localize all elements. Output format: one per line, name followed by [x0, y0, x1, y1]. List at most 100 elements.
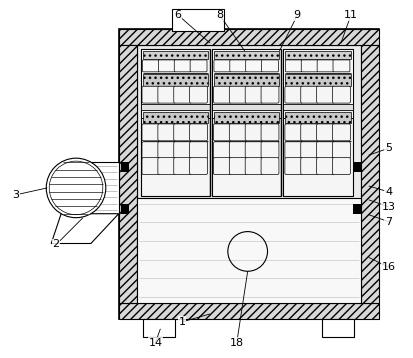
Text: 3: 3 [12, 190, 19, 200]
FancyBboxPatch shape [214, 60, 231, 72]
Bar [119, 303, 379, 319]
Bar [283, 49, 353, 118]
FancyBboxPatch shape [190, 142, 207, 159]
FancyBboxPatch shape [158, 158, 176, 175]
FancyBboxPatch shape [190, 60, 207, 72]
FancyBboxPatch shape [332, 124, 350, 141]
FancyBboxPatch shape [261, 60, 278, 72]
Text: 8: 8 [216, 10, 223, 20]
Text: 6: 6 [175, 10, 182, 20]
FancyBboxPatch shape [229, 158, 247, 175]
FancyBboxPatch shape [230, 60, 247, 72]
FancyBboxPatch shape [158, 124, 176, 141]
FancyBboxPatch shape [261, 124, 279, 141]
Text: 4: 4 [385, 187, 392, 197]
Text: 1: 1 [179, 317, 186, 327]
FancyBboxPatch shape [142, 60, 159, 72]
Bar [353, 204, 361, 214]
Text: 13: 13 [382, 202, 396, 212]
FancyBboxPatch shape [285, 124, 303, 141]
Bar [361, 45, 379, 303]
FancyBboxPatch shape [214, 142, 231, 159]
FancyBboxPatch shape [190, 124, 207, 141]
FancyBboxPatch shape [301, 124, 318, 141]
FancyBboxPatch shape [190, 86, 207, 103]
Bar [142, 112, 208, 124]
FancyBboxPatch shape [190, 158, 207, 175]
Text: 7: 7 [385, 217, 392, 227]
FancyBboxPatch shape [301, 158, 318, 175]
FancyBboxPatch shape [285, 158, 303, 175]
FancyBboxPatch shape [332, 158, 350, 175]
Text: 18: 18 [230, 338, 244, 348]
FancyBboxPatch shape [214, 124, 231, 141]
FancyBboxPatch shape [245, 124, 263, 141]
Text: 16: 16 [382, 262, 396, 272]
FancyBboxPatch shape [174, 60, 191, 72]
FancyBboxPatch shape [245, 142, 263, 159]
FancyBboxPatch shape [229, 86, 247, 103]
FancyBboxPatch shape [285, 60, 302, 72]
FancyBboxPatch shape [301, 60, 318, 72]
Bar [285, 51, 351, 59]
FancyBboxPatch shape [245, 158, 263, 175]
Bar [142, 74, 208, 86]
Bar [285, 74, 351, 86]
Text: 5: 5 [385, 143, 392, 153]
Bar [142, 51, 208, 59]
FancyBboxPatch shape [332, 86, 350, 103]
FancyBboxPatch shape [229, 124, 247, 141]
FancyBboxPatch shape [142, 124, 160, 141]
FancyBboxPatch shape [333, 60, 350, 72]
Bar [140, 49, 210, 118]
FancyBboxPatch shape [229, 142, 247, 159]
Bar [137, 198, 361, 303]
Bar [212, 103, 281, 110]
Bar [137, 45, 361, 303]
FancyBboxPatch shape [317, 124, 335, 141]
Text: 2: 2 [52, 240, 60, 250]
FancyBboxPatch shape [261, 86, 279, 103]
Bar [283, 49, 353, 196]
FancyBboxPatch shape [285, 86, 303, 103]
FancyBboxPatch shape [317, 60, 334, 72]
FancyBboxPatch shape [317, 86, 335, 103]
Bar [285, 112, 351, 124]
FancyBboxPatch shape [174, 86, 192, 103]
FancyBboxPatch shape [174, 124, 192, 141]
FancyBboxPatch shape [142, 86, 160, 103]
FancyBboxPatch shape [246, 60, 263, 72]
Bar [121, 204, 128, 214]
FancyBboxPatch shape [332, 142, 350, 159]
Polygon shape [61, 162, 119, 214]
FancyBboxPatch shape [317, 142, 335, 159]
FancyBboxPatch shape [317, 158, 335, 175]
FancyBboxPatch shape [158, 86, 176, 103]
FancyBboxPatch shape [214, 158, 231, 175]
Bar [214, 74, 280, 86]
FancyBboxPatch shape [158, 142, 176, 159]
Bar [214, 51, 280, 59]
FancyBboxPatch shape [261, 142, 279, 159]
FancyBboxPatch shape [174, 142, 192, 159]
Circle shape [46, 158, 106, 218]
FancyBboxPatch shape [142, 158, 160, 175]
FancyBboxPatch shape [245, 86, 263, 103]
Bar [140, 49, 210, 196]
FancyBboxPatch shape [261, 158, 279, 175]
Bar [212, 49, 281, 118]
Bar [119, 29, 379, 319]
Bar [172, 9, 224, 31]
FancyBboxPatch shape [174, 158, 192, 175]
Bar [322, 319, 354, 337]
FancyBboxPatch shape [214, 86, 231, 103]
Text: 14: 14 [148, 338, 162, 348]
FancyBboxPatch shape [142, 142, 160, 159]
Bar [140, 103, 210, 110]
FancyBboxPatch shape [158, 60, 175, 72]
Bar [283, 103, 353, 110]
FancyBboxPatch shape [285, 142, 303, 159]
Bar [121, 162, 128, 172]
Bar [143, 319, 175, 337]
Bar [119, 45, 137, 303]
